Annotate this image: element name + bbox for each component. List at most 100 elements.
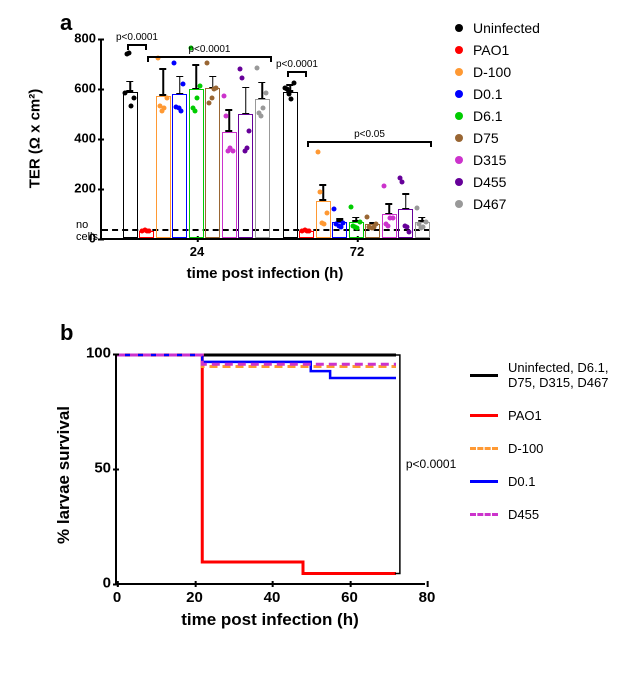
significance-label: p<0.0001 xyxy=(116,32,158,43)
data-point xyxy=(332,207,337,212)
legend-label: PAO1 xyxy=(508,408,542,423)
data-point xyxy=(197,83,202,88)
data-point xyxy=(164,96,169,101)
data-point xyxy=(127,51,132,56)
legend-item: D-100 xyxy=(455,64,540,80)
legend-item: D0.1 xyxy=(470,474,608,489)
data-point xyxy=(423,219,428,224)
legend-item: D455 xyxy=(455,174,540,190)
data-point xyxy=(414,206,419,211)
figure-root: a 0200400600800no cells2472p<0.0001p<0.0… xyxy=(10,10,619,660)
legend-a: UninfectedPAO1D-100D0.1D6.1D75D315D455D4… xyxy=(455,20,540,218)
legend-line-swatch xyxy=(470,374,498,377)
panel-b-label: b xyxy=(60,320,73,346)
chart-a-ylabel: TER (Ω x cm²) xyxy=(26,89,43,189)
significance-label: p<0.0001 xyxy=(276,59,318,70)
legend-item: D75 xyxy=(455,130,540,146)
legend-swatch xyxy=(455,156,463,164)
data-point xyxy=(386,223,391,228)
data-point xyxy=(289,97,294,102)
data-point xyxy=(390,216,395,221)
data-point xyxy=(374,222,379,227)
legend-swatch xyxy=(455,178,463,186)
legend-label: D75 xyxy=(473,130,499,146)
data-point xyxy=(230,148,235,153)
legend-label: PAO1 xyxy=(473,42,509,58)
data-point xyxy=(131,96,136,101)
legend-item: PAO1 xyxy=(455,42,540,58)
legend-label: D0.1 xyxy=(508,474,535,489)
data-point xyxy=(259,113,264,118)
data-point xyxy=(291,81,296,86)
legend-item: D455 xyxy=(470,507,608,522)
chart-a-xlabel: time post infection (h) xyxy=(100,265,430,282)
data-point xyxy=(421,224,426,229)
data-point xyxy=(247,128,252,133)
y-tick: 100 xyxy=(86,345,117,362)
panel-a-label: a xyxy=(60,10,72,36)
data-point xyxy=(122,91,127,96)
x-tick: 40 xyxy=(264,583,281,606)
legend-label: D467 xyxy=(473,196,506,212)
data-point xyxy=(214,86,219,91)
data-point xyxy=(341,221,346,226)
legend-line-swatch xyxy=(470,513,498,516)
significance-label: p<0.0001 xyxy=(189,44,231,55)
significance-bar xyxy=(147,56,272,58)
legend-item: D467 xyxy=(455,196,540,212)
data-point xyxy=(193,108,198,113)
legend-label: D-100 xyxy=(473,64,511,80)
legend-label: D455 xyxy=(508,507,539,522)
legend-swatch xyxy=(455,24,463,32)
significance-bar xyxy=(307,141,432,143)
legend-label: Uninfected, D6.1, D75, D315, D467 xyxy=(508,360,608,390)
x-group-label: 24 xyxy=(190,238,204,259)
data-point xyxy=(209,96,214,101)
y-tick: 400 xyxy=(74,131,102,146)
survival-line xyxy=(117,355,396,574)
panel-b: b 050100020406080p<0.0001 % larvae survi… xyxy=(10,320,619,660)
data-point xyxy=(205,61,210,66)
legend-item: Uninfected xyxy=(455,20,540,36)
significance-label: p<0.0001 xyxy=(406,457,456,471)
bar xyxy=(255,99,270,238)
y-tick: 50 xyxy=(94,460,117,477)
y-tick: 600 xyxy=(74,81,102,96)
legend-swatch xyxy=(455,90,463,98)
legend-item: D0.1 xyxy=(455,86,540,102)
bar xyxy=(283,92,298,238)
data-point xyxy=(357,219,362,224)
error-bar xyxy=(389,203,391,214)
data-point xyxy=(238,67,243,72)
error-bar xyxy=(130,81,132,92)
data-point xyxy=(240,76,245,81)
legend-item: Uninfected, D6.1, D75, D315, D467 xyxy=(470,360,608,390)
legend-item: D315 xyxy=(455,152,540,168)
data-point xyxy=(172,61,177,66)
data-point xyxy=(146,228,151,233)
significance-bar xyxy=(127,44,147,46)
bar xyxy=(316,201,331,239)
legend-item: PAO1 xyxy=(470,408,608,423)
survival-lines xyxy=(117,355,427,585)
legend-swatch xyxy=(455,68,463,76)
legend-line-swatch xyxy=(470,480,498,483)
bar xyxy=(156,96,171,239)
bar xyxy=(205,88,220,238)
significance-label: p<0.05 xyxy=(354,129,385,140)
legend-line-swatch xyxy=(470,447,498,450)
legend-line-swatch xyxy=(470,414,498,417)
chart-b-xlabel: time post infection (h) xyxy=(115,610,425,630)
x-tick: 80 xyxy=(419,583,436,606)
data-point xyxy=(407,229,412,234)
legend-swatch xyxy=(455,112,463,120)
chart-a: 0200400600800no cells2472p<0.0001p<0.000… xyxy=(100,40,430,240)
data-point xyxy=(317,189,322,194)
bar xyxy=(172,94,187,238)
error-bar xyxy=(229,109,231,132)
data-point xyxy=(254,66,259,71)
y-tick: 800 xyxy=(74,31,102,46)
data-point xyxy=(365,214,370,219)
x-tick: 0 xyxy=(113,583,121,606)
legend-swatch xyxy=(455,46,463,54)
